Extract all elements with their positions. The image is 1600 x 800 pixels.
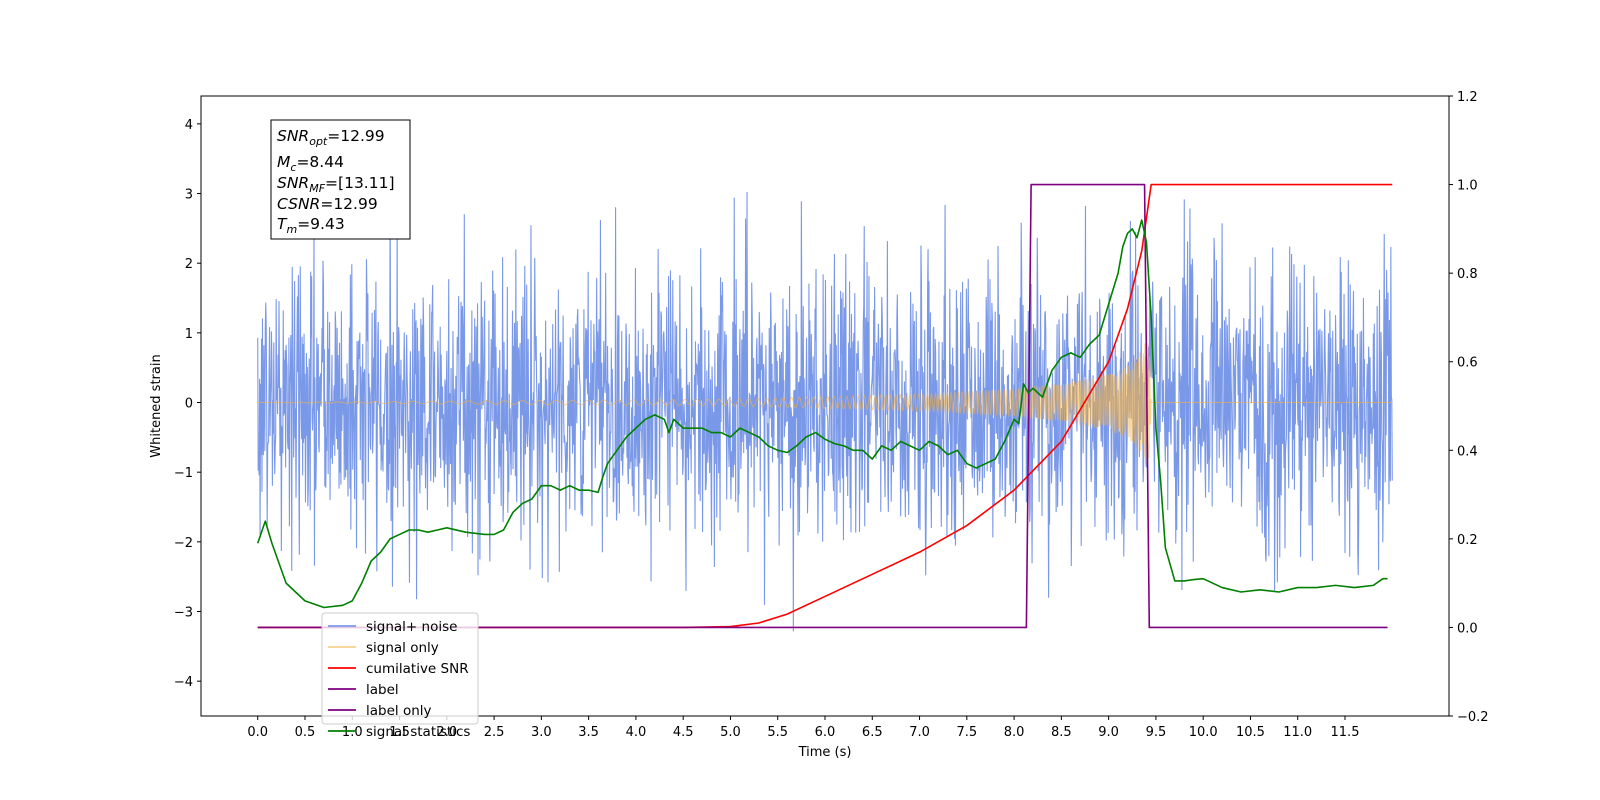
x-tick-label: 4.5 (673, 725, 694, 740)
x-tick-label: 11.0 (1283, 725, 1312, 740)
plot-area (200, 95, 1450, 717)
x-axis-label: Time (s) (798, 745, 852, 760)
y-axis-left-label: Whitened strain (149, 354, 164, 457)
info-snr-opt-value: =12.99 (327, 127, 384, 145)
legend-label: signal only (366, 640, 439, 656)
y-right-tick-label: 0.6 (1457, 356, 1478, 371)
y-left-tick-label: 3 (185, 188, 193, 203)
series-label (257, 183, 1388, 629)
y-right-tick-label: 0.8 (1457, 267, 1478, 282)
x-tick-label: 1.5 (389, 725, 410, 740)
series-signal-statistics (256, 219, 1388, 609)
legend-label: label only (366, 703, 432, 719)
info-snr-mf: SNRMF=[13.11] (277, 174, 395, 195)
y-right-tick-label: 0.0 (1457, 621, 1478, 636)
x-tick-label: 6.0 (815, 725, 836, 740)
y-left-tick-label: −4 (174, 675, 193, 690)
y-right-tick-label: 0.4 (1457, 444, 1478, 459)
info-box: SNRopt=12.99 Mc=8.44 SNRMF=[13.11] CSNR=… (270, 119, 411, 240)
x-tick-label: 4.0 (626, 725, 647, 740)
x-tick-label: 3.0 (531, 725, 552, 740)
x-tick-label: 8.5 (1051, 725, 1072, 740)
info-tm-value: =9.43 (297, 215, 345, 233)
x-tick-label: 5.0 (720, 725, 741, 740)
info-csnr: CSNR=12.99 (277, 195, 378, 213)
legend-label: label (366, 682, 399, 698)
legend-frame (321, 612, 479, 725)
y-left-tick-label: 0 (185, 397, 193, 412)
y-left-tick-label: −2 (174, 536, 193, 551)
x-tick-label: 2.5 (484, 725, 505, 740)
x-axis: 0.0 0.5 1.0 1.5 2.0 2.5 3.0 3.5 4.0 4.5 5.0 5.5 6.0 6… (247, 716, 1359, 740)
y-right-tick-label: −0.2 (1457, 710, 1489, 725)
series-signal-noise (257, 178, 1393, 632)
y-right-tick-label: 1.2 (1457, 90, 1478, 105)
info-tm: Tm=9.43 (277, 215, 345, 236)
legend-label: signal statistics (366, 724, 470, 740)
y-axis-right: −0.2 0.0 0.2 0.4 0.6 0.8 1.0 1.2 (1449, 90, 1489, 725)
x-tick-label: 7.5 (956, 725, 977, 740)
series-signal-only (257, 340, 1393, 464)
x-tick-label: 1.0 (342, 725, 363, 740)
info-snr-opt: SNRopt=12.99 (277, 127, 385, 148)
info-box-frame (270, 119, 411, 240)
info-snr-mf-value: =[13.11] (325, 174, 394, 192)
legend: signal+ noise signal only cumilative SNR la… (321, 612, 479, 740)
x-tick-label: 6.5 (862, 725, 883, 740)
y-right-tick-label: 0.2 (1457, 533, 1478, 548)
x-tick-label: 8.0 (1004, 725, 1025, 740)
x-tick-label: 10.0 (1189, 725, 1218, 740)
x-tick-label: 0.0 (247, 725, 268, 740)
info-mc-value: =8.44 (296, 153, 344, 171)
x-tick-label: 9.0 (1098, 725, 1119, 740)
data-layer (256, 178, 1393, 632)
info-mc: Mc=8.44 (277, 153, 344, 174)
y-left-tick-label: 2 (185, 257, 193, 272)
x-tick-label: 9.5 (1146, 725, 1167, 740)
x-tick-label: 10.5 (1236, 725, 1265, 740)
legend-label: cumilative SNR (366, 661, 469, 677)
y-left-tick-label: −3 (174, 606, 193, 621)
info-csnr-value: =12.99 (320, 195, 377, 213)
x-tick-label: 11.5 (1331, 725, 1360, 740)
y-left-tick-label: −1 (174, 466, 193, 481)
y-left-tick-label: 1 (185, 327, 193, 342)
x-tick-label: 0.5 (295, 725, 316, 740)
y-left-tick-label: 4 (185, 118, 193, 133)
x-tick-label: 5.5 (767, 725, 788, 740)
x-tick-label: 2.0 (436, 725, 457, 740)
legend-label: signal+ noise (366, 619, 457, 635)
x-tick-label: 3.5 (578, 725, 599, 740)
y-axis-left: −4 −3 −2 −1 0 1 2 3 4 (174, 118, 201, 690)
x-tick-label: 7.0 (909, 725, 930, 740)
y-right-tick-label: 1.0 (1457, 179, 1478, 194)
